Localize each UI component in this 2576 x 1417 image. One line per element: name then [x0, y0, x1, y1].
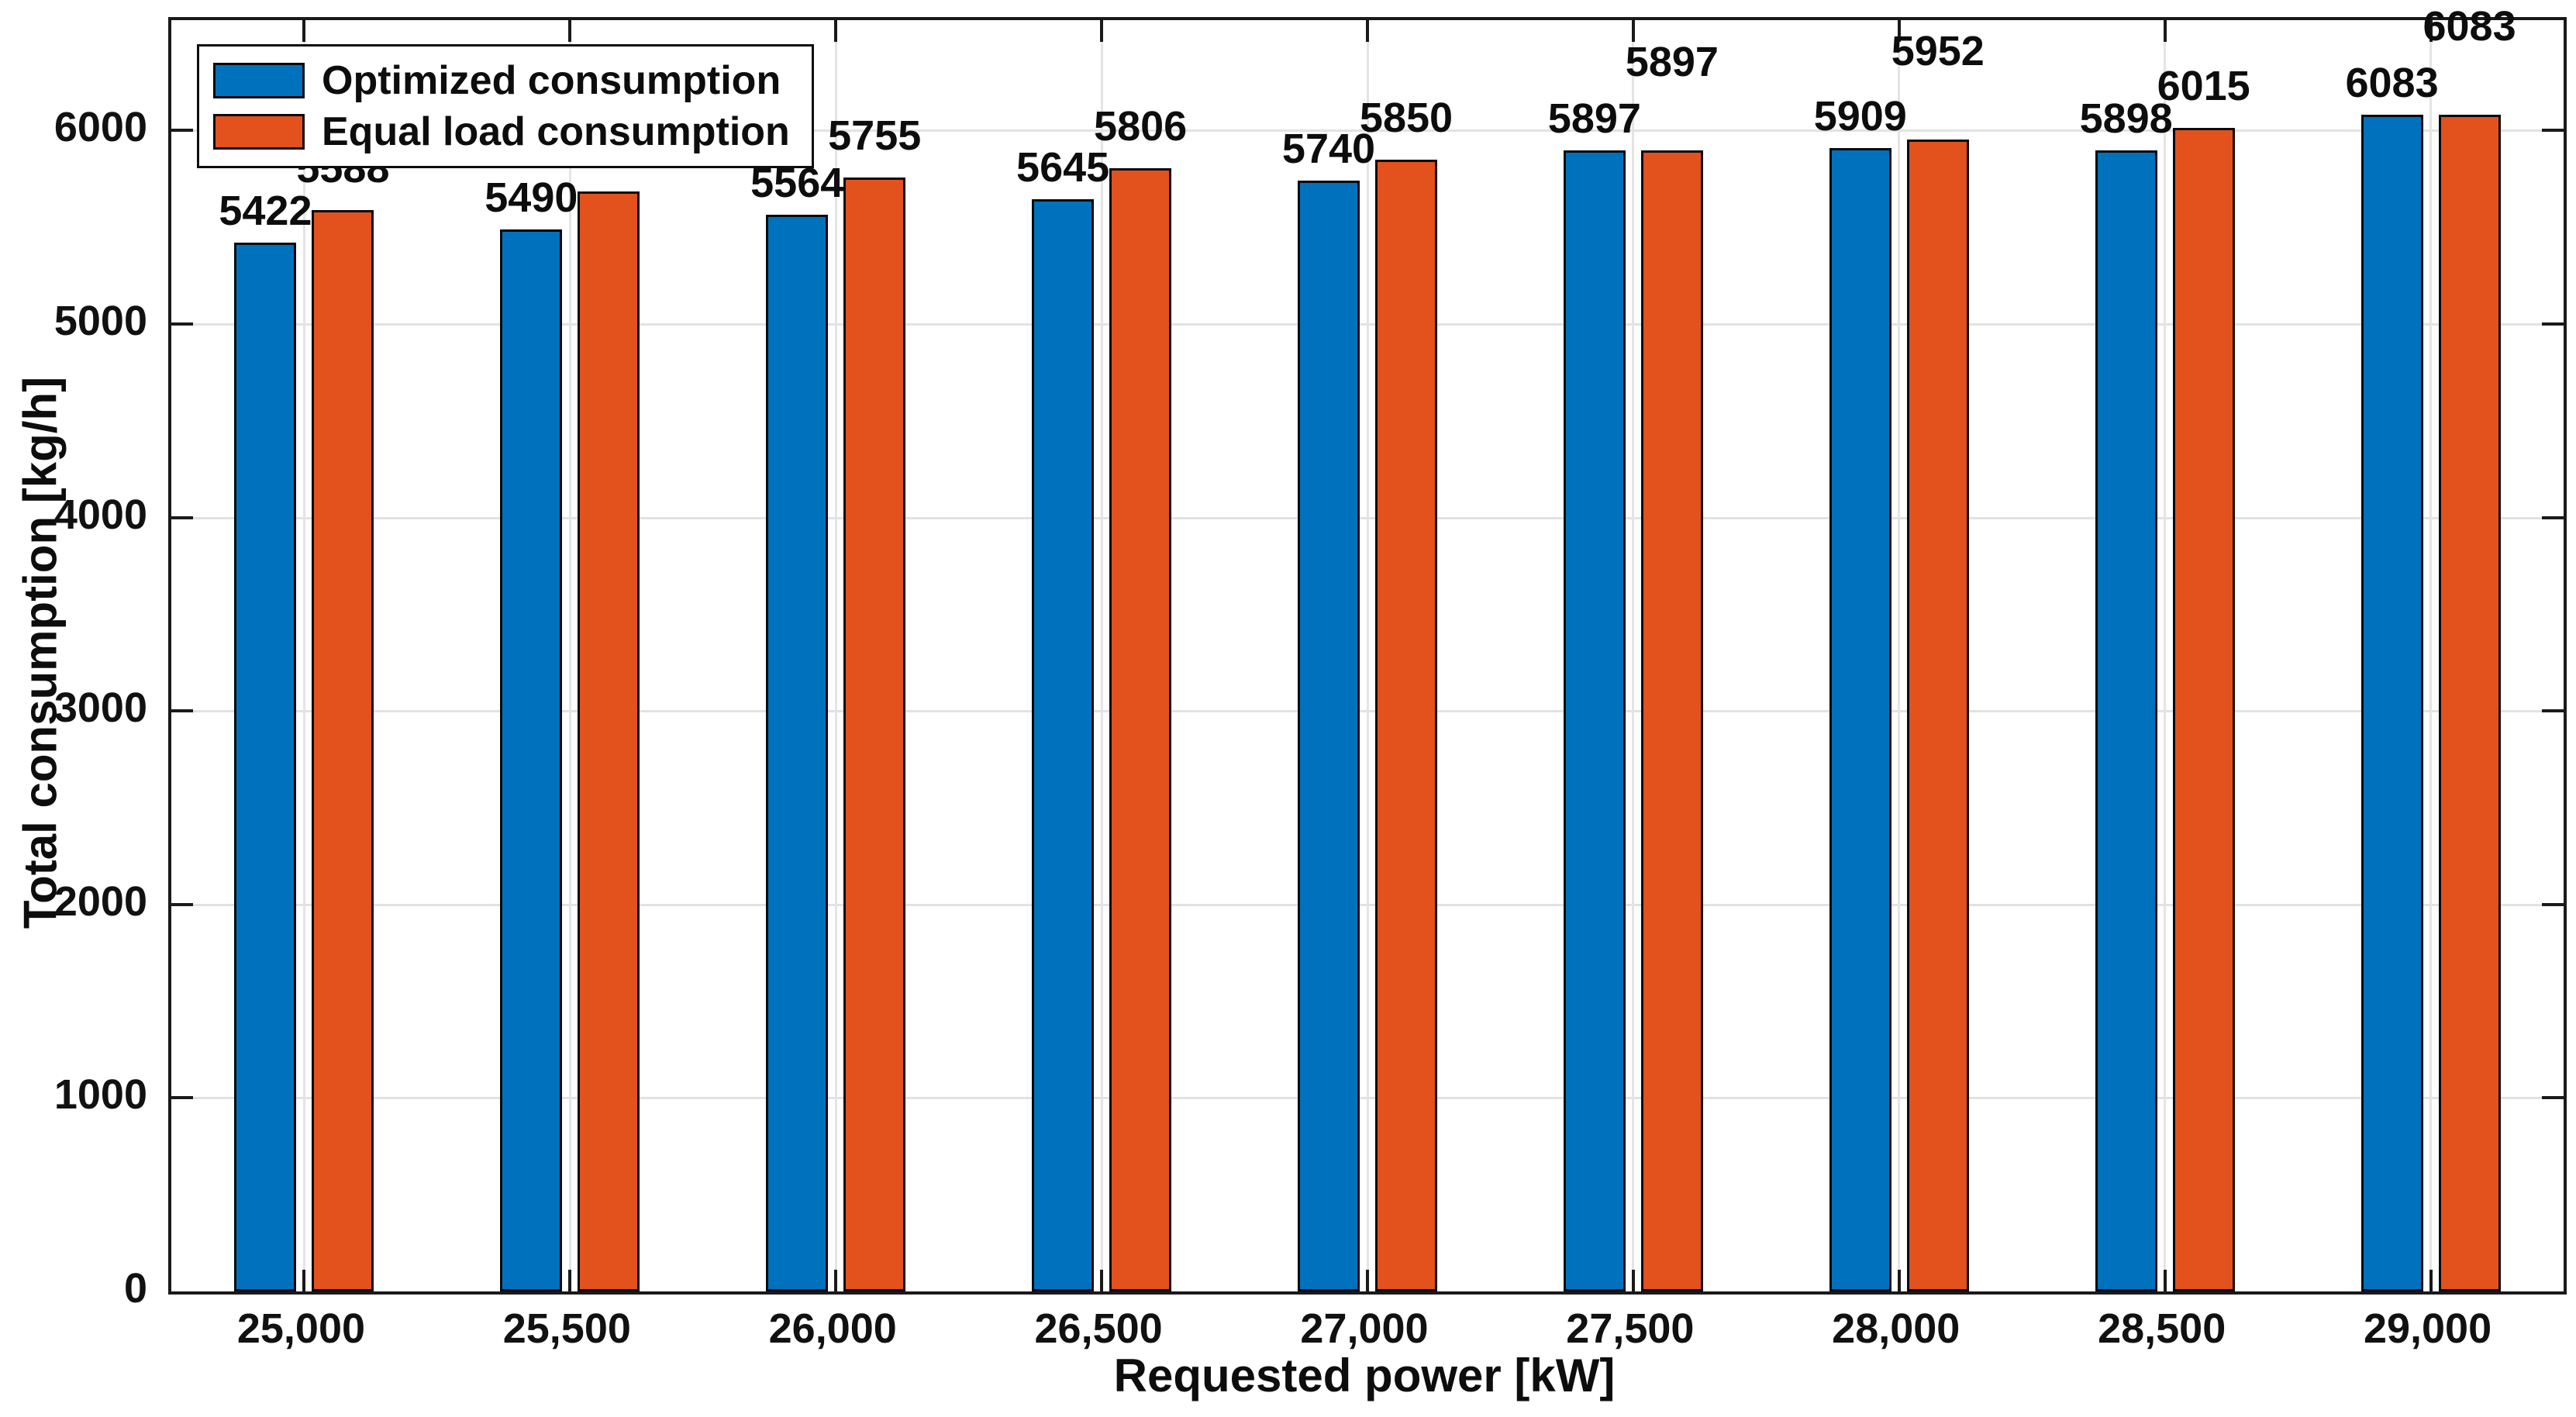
bar-optimized — [1563, 150, 1626, 1291]
bar-equal-load — [2172, 127, 2235, 1291]
gridline-vertical — [1898, 20, 1901, 1291]
bar-value-label-equal-load: 5755 — [828, 112, 922, 160]
bar-optimized — [1298, 181, 1360, 1291]
bar-value-label-optimized: 6083 — [2345, 59, 2439, 106]
gridline-vertical — [568, 20, 571, 1291]
y-axis-tick-right — [2542, 709, 2564, 713]
gridline-vertical — [2164, 20, 2167, 1291]
bar-optimized — [234, 242, 297, 1291]
bar-value-label-optimized: 5645 — [1016, 143, 1110, 191]
bar-optimized — [766, 215, 829, 1291]
bar-value-label-equal-load: 6015 — [2157, 62, 2250, 109]
y-axis-tick-left — [171, 902, 193, 906]
y-axis-tick-right — [2542, 902, 2564, 906]
x-tick-label: 26,000 — [768, 1305, 897, 1352]
x-axis-tick-bottom — [2163, 1270, 2167, 1291]
y-axis-tick-right — [2542, 322, 2564, 326]
y-axis-tick-left — [171, 709, 193, 713]
bar-value-label-equal-load: 5897 — [1625, 39, 1719, 85]
bar-optimized — [2095, 150, 2157, 1291]
x-axis-tick-bottom — [1631, 1270, 1635, 1291]
x-axis-tick-bottom — [1100, 1270, 1104, 1291]
bar-equal-load — [1906, 140, 1969, 1291]
x-tick-label: 25,000 — [236, 1305, 366, 1352]
y-axis-tick-right — [2542, 1096, 2564, 1100]
bar-value-label-equal-load: 5850 — [1359, 94, 1454, 141]
x-axis-tick-bottom — [834, 1270, 838, 1291]
legend-swatch-blue — [213, 63, 305, 98]
legend: Optimized consumption Equal load consump… — [197, 44, 814, 168]
bar-value-label-optimized: 5898 — [2079, 95, 2173, 142]
x-tick-label: 25,500 — [502, 1305, 631, 1352]
y-axis-tick-right — [2542, 515, 2564, 519]
x-axis-tick-top — [1366, 20, 1369, 42]
bar-value-label-equal-load: 5952 — [1891, 28, 1985, 75]
bar-optimized — [2360, 114, 2423, 1291]
bar-equal-load — [1640, 150, 1703, 1291]
y-tick-label: 2000 — [53, 877, 147, 925]
x-axis-tick-top — [302, 20, 306, 42]
x-tick-label: 27,500 — [1566, 1305, 1695, 1352]
bar-equal-load — [2438, 114, 2501, 1291]
bar-value-label-optimized: 5909 — [1813, 93, 1907, 140]
legend-label-equal-load: Equal load consumption — [322, 109, 790, 154]
y-tick-label: 6000 — [53, 104, 147, 151]
x-axis-tick-bottom — [1366, 1270, 1369, 1291]
bar-equal-load — [1375, 159, 1437, 1291]
gridline-vertical — [1100, 20, 1103, 1291]
bar-equal-load — [1109, 167, 1172, 1291]
bar-optimized — [1829, 148, 1891, 1291]
x-tick-label: 28,000 — [1832, 1305, 1960, 1352]
bar-optimized — [1032, 198, 1095, 1291]
gridline-vertical — [1366, 20, 1369, 1291]
gridline-vertical — [2429, 20, 2433, 1291]
y-tick-label: 1000 — [53, 1071, 147, 1119]
legend-swatch-orange — [213, 114, 305, 150]
y-axis-tick-left — [171, 322, 193, 326]
y-axis-title: Total consumption [kg/h] — [14, 376, 67, 929]
x-axis-tick-top — [2163, 20, 2167, 42]
x-tick-label: 26,500 — [1034, 1305, 1163, 1352]
bar-value-label-equal-load: 6083 — [2423, 2, 2516, 50]
x-axis-tick-top — [568, 20, 572, 42]
x-axis-tick-bottom — [1897, 1270, 1901, 1291]
bar-equal-load — [843, 178, 906, 1291]
plot-area: Optimized consumption Equal load consump… — [168, 4, 2567, 1295]
x-axis-tick-top — [1631, 20, 1635, 42]
x-axis-tick-bottom — [2429, 1270, 2433, 1291]
y-tick-label: 0 — [123, 1265, 147, 1312]
x-axis-title: Requested power [kW] — [1113, 1350, 1616, 1401]
y-axis-tick-left — [171, 129, 193, 133]
x-axis-tick-top — [2429, 20, 2433, 42]
y-tick-label: 5000 — [53, 297, 147, 344]
bar-value-label-optimized: 5897 — [1547, 95, 1641, 142]
legend-item-optimized: Optimized consumption — [213, 59, 790, 102]
bar-equal-load — [312, 210, 374, 1291]
y-axis-tick-left — [171, 515, 193, 519]
bar-optimized — [500, 229, 563, 1291]
gridline-vertical — [302, 20, 305, 1291]
y-axis-tick-right — [2542, 129, 2564, 133]
y-axis-tick-left — [171, 1096, 193, 1100]
x-tick-label: 29,000 — [2363, 1305, 2492, 1352]
bar-value-label-equal-load: 5806 — [1094, 102, 1188, 150]
legend-item-equal-load: Equal load consumption — [213, 110, 790, 153]
bar-value-label-optimized: 5422 — [219, 187, 312, 234]
x-axis-tick-top — [834, 20, 838, 42]
gridline-vertical — [834, 20, 837, 1291]
bar-value-label-optimized: 5490 — [485, 174, 578, 221]
y-tick-label: 4000 — [53, 491, 147, 538]
x-axis-tick-top — [1100, 20, 1104, 42]
legend-label-optimized: Optimized consumption — [322, 58, 781, 103]
x-tick-label: 28,500 — [2098, 1305, 2226, 1352]
x-tick-label: 27,000 — [1300, 1305, 1429, 1352]
x-axis-tick-top — [1897, 20, 1901, 42]
x-axis-tick-bottom — [302, 1270, 306, 1291]
gridline-vertical — [1632, 20, 1635, 1291]
bar-equal-load — [578, 191, 640, 1291]
bar-value-label-optimized: 5740 — [1281, 126, 1376, 173]
y-tick-label: 3000 — [53, 684, 147, 732]
x-axis-tick-bottom — [568, 1270, 572, 1291]
